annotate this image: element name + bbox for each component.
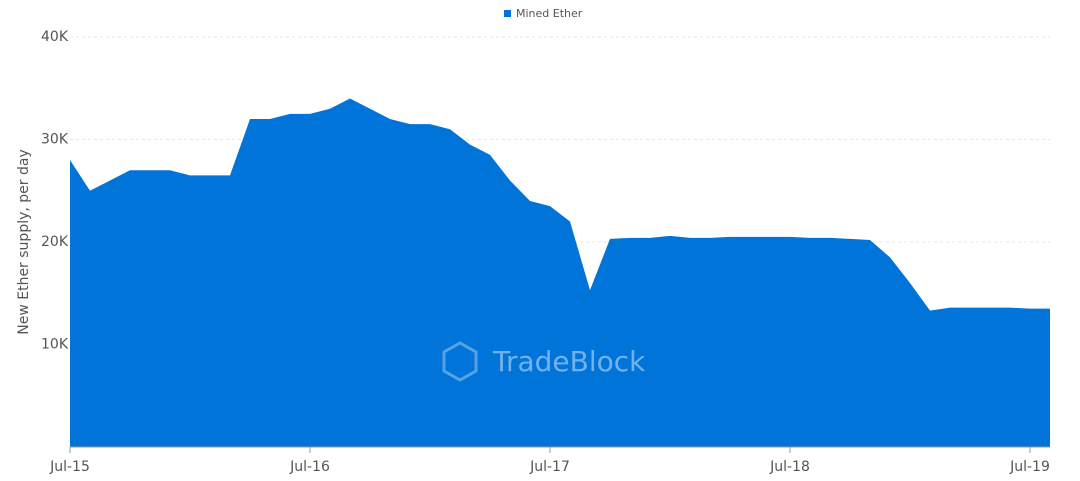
- y-tick-label: 40K: [41, 29, 69, 45]
- x-tick-label: Jul-19: [1009, 459, 1050, 475]
- x-tick-label: Jul-17: [529, 459, 570, 475]
- x-tick-label: Jul-16: [289, 459, 330, 475]
- legend-swatch: [504, 10, 511, 17]
- x-tick-label: Jul-15: [49, 459, 90, 475]
- x-tick-label: Jul-18: [769, 459, 810, 475]
- y-axis-label: New Ether supply, per day: [16, 149, 32, 335]
- watermark: TradeBlock: [442, 341, 646, 382]
- y-tick-label: 10K: [41, 337, 69, 353]
- y-tick-label: 30K: [41, 132, 69, 148]
- watermark-icon: [442, 341, 478, 382]
- area: [70, 98, 1050, 447]
- legend-label[interactable]: Mined Ether: [516, 7, 583, 20]
- watermark-text: TradeBlock: [492, 345, 646, 378]
- y-tick-label: 20K: [41, 234, 69, 250]
